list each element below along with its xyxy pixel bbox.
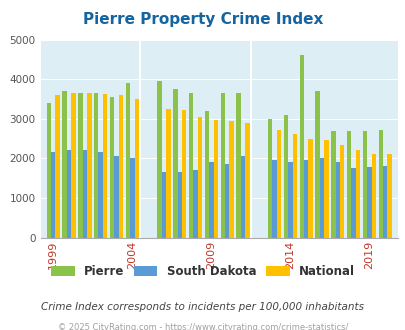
Bar [177, 172, 181, 238]
Bar [288, 162, 292, 238]
Bar [67, 150, 71, 238]
Bar [98, 152, 102, 238]
Bar [204, 111, 209, 238]
Bar [377, 130, 382, 238]
Bar [118, 95, 123, 238]
Bar [229, 121, 233, 238]
Bar [188, 93, 193, 238]
Bar [303, 160, 308, 238]
Bar [330, 131, 335, 238]
Bar [71, 93, 75, 238]
Bar [272, 160, 276, 238]
Bar [299, 55, 303, 238]
Bar [240, 156, 245, 238]
Bar [224, 164, 229, 238]
Bar [94, 93, 98, 238]
Bar [324, 140, 328, 238]
Bar [371, 154, 375, 238]
Bar [315, 91, 319, 238]
Bar [220, 93, 224, 238]
Bar [339, 145, 343, 238]
Bar [245, 123, 249, 238]
Bar [102, 94, 107, 238]
Bar [47, 103, 51, 238]
Bar [161, 172, 166, 238]
Text: Pierre Property Crime Index: Pierre Property Crime Index [83, 12, 322, 26]
Bar [382, 166, 386, 238]
Bar [134, 99, 139, 238]
Bar [157, 81, 161, 238]
Bar [308, 139, 312, 238]
Bar [362, 131, 366, 238]
Bar [130, 158, 134, 238]
Bar [276, 130, 281, 238]
Bar [319, 158, 324, 238]
Bar [173, 89, 177, 238]
Bar [83, 150, 87, 238]
Bar [114, 156, 118, 238]
Bar [351, 168, 355, 238]
Bar [335, 162, 339, 238]
Bar [236, 93, 240, 238]
Bar [386, 154, 391, 238]
Bar [292, 134, 296, 238]
Bar [62, 91, 67, 238]
Bar [125, 83, 130, 238]
Bar [78, 93, 83, 238]
Bar [346, 131, 351, 238]
Bar [51, 152, 55, 238]
Bar [283, 115, 288, 238]
Bar [166, 109, 170, 238]
Bar [181, 110, 186, 238]
Text: Crime Index corresponds to incidents per 100,000 inhabitants: Crime Index corresponds to incidents per… [41, 302, 364, 312]
Text: © 2025 CityRating.com - https://www.cityrating.com/crime-statistics/: © 2025 CityRating.com - https://www.city… [58, 323, 347, 330]
Bar [55, 95, 60, 238]
Bar [193, 170, 197, 238]
Bar [197, 117, 202, 238]
Bar [87, 93, 91, 238]
Bar [209, 162, 213, 238]
Bar [213, 120, 217, 238]
Bar [110, 97, 114, 238]
Bar [355, 150, 359, 238]
Legend: Pierre, South Dakota, National: Pierre, South Dakota, National [51, 265, 354, 278]
Bar [267, 119, 272, 238]
Bar [366, 167, 371, 238]
